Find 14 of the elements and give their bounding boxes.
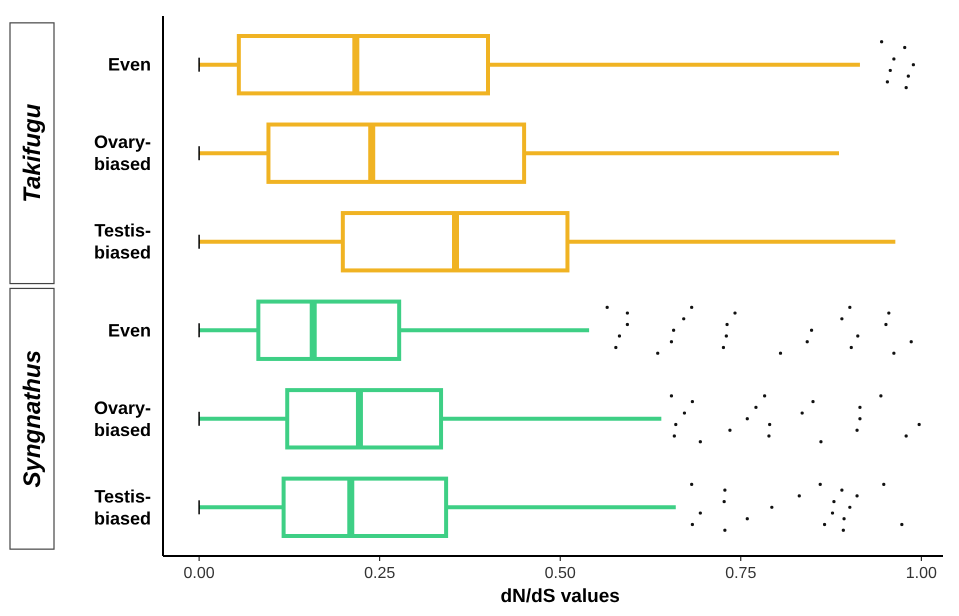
y-tick-label: Even — [108, 54, 151, 75]
x-tick-label: 0.50 — [544, 565, 576, 582]
x-tick-label: 0.75 — [725, 565, 756, 582]
x-tick-label: 1.00 — [906, 565, 938, 582]
y-tick-label: Ovary-biased — [94, 132, 151, 174]
y-tick-label: Testis-biased — [94, 486, 151, 528]
x-tick-label: 0.00 — [184, 565, 215, 582]
text: Takifugu — [19, 103, 46, 203]
y-tick-label: Ovary-biased — [94, 398, 151, 440]
text: Syngnathus — [19, 350, 46, 488]
y-tick-label: Testis-biased — [94, 220, 151, 263]
x-tick-label: 0.25 — [364, 565, 396, 582]
x-axis-title: dN/dS values — [500, 586, 620, 607]
y-tick-label: Even — [108, 320, 151, 340]
